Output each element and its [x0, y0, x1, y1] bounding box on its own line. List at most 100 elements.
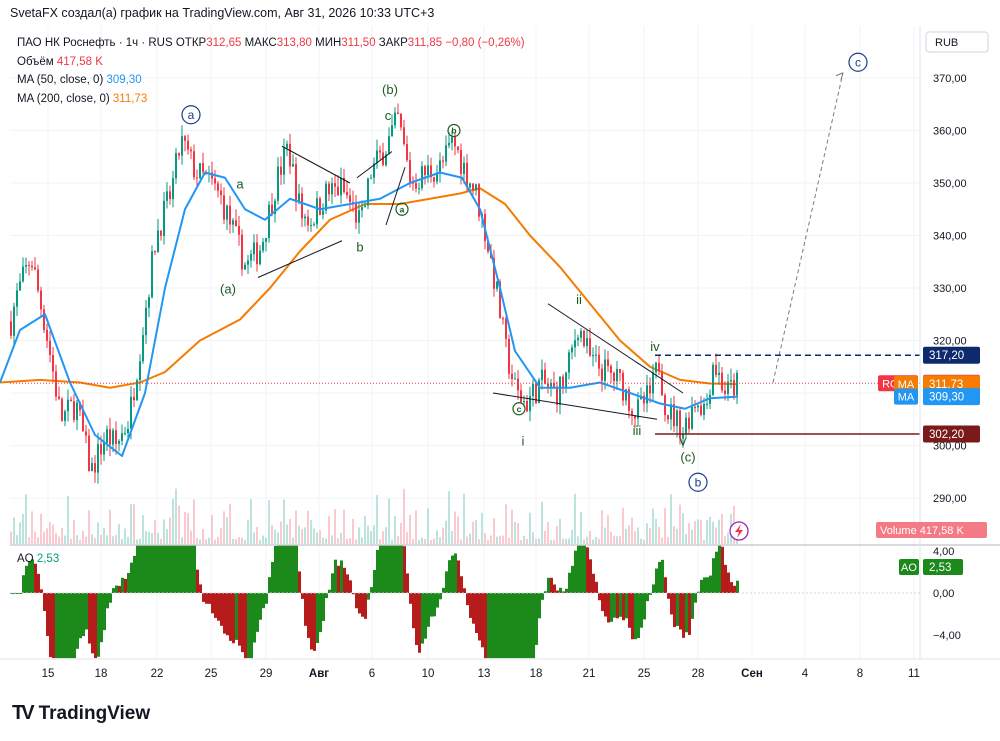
volume-bar: [259, 539, 261, 544]
ao-bar: [478, 593, 481, 641]
legend-ma50-row[interactable]: MA (50, close, 0) 309,30: [17, 71, 525, 90]
ao-bar: [643, 593, 646, 620]
volume-bar: [238, 536, 240, 544]
candle: [538, 380, 540, 404]
ao-bar: [511, 593, 514, 659]
ao-bar: [592, 573, 595, 593]
volume-bar: [28, 537, 30, 544]
volume-bar: [511, 509, 513, 544]
candle: [655, 362, 657, 373]
ao-bar: [52, 593, 55, 659]
candle: [562, 376, 564, 387]
candle: [115, 430, 117, 444]
volume-bar: [568, 538, 570, 544]
candle: [193, 151, 195, 178]
volume-bar: [685, 533, 687, 544]
candle: [196, 177, 198, 179]
volume-bar: [562, 538, 564, 544]
ao-bar: [103, 593, 106, 631]
candle: [637, 399, 639, 419]
wave-label: a: [236, 176, 244, 191]
tradingview-logo[interactable]: TV TradingView: [12, 702, 150, 725]
legend-ticker[interactable]: ПАО НК Роснефть · 1ч · RUS: [17, 37, 173, 49]
candle: [304, 216, 306, 219]
volume-bar: [373, 525, 375, 544]
volume-bar: [505, 504, 507, 544]
volume-bar: [385, 527, 387, 544]
ao-bar: [619, 593, 622, 617]
candle: [466, 162, 468, 188]
volume-bar: [136, 539, 138, 544]
candle: [622, 372, 624, 401]
ao-bar: [550, 577, 553, 593]
candle: [487, 241, 489, 252]
legend-volume-row[interactable]: Объём 417,58 K: [17, 53, 525, 72]
ao-bar: [397, 545, 400, 593]
ao-bar: [661, 559, 664, 593]
time-tick-label: 15: [42, 668, 55, 680]
ao-bar: [448, 560, 451, 593]
volume-bar: [52, 524, 54, 544]
ao-bar: [181, 545, 184, 593]
ao-bar: [256, 593, 259, 632]
candle: [31, 265, 33, 268]
ao-bar: [520, 593, 523, 659]
candle: [373, 163, 375, 178]
volume-bar: [409, 514, 411, 544]
ao-bar: [31, 559, 34, 593]
volume-bar: [361, 537, 363, 544]
candle: [97, 444, 99, 473]
ao-legend[interactable]: AO 2,53: [17, 553, 59, 565]
candle: [451, 137, 453, 143]
candle: [364, 205, 366, 208]
candle: [553, 382, 555, 387]
ao-bar: [412, 593, 415, 629]
triangle-upper: [281, 145, 351, 184]
ao-bar: [409, 593, 412, 604]
candle: [22, 266, 24, 282]
candle: [334, 183, 336, 187]
candle: [679, 410, 681, 439]
price-markers: 317,20ROSN311,8526:02MA311,73MA309,30302…: [876, 346, 987, 575]
candle: [511, 373, 513, 379]
ao-bar: [70, 593, 73, 659]
ao-bar: [160, 545, 163, 593]
volume-bar: [64, 535, 66, 544]
projection-arrow-icon: [835, 72, 844, 80]
volume-bar: [604, 527, 606, 544]
candle: [544, 369, 546, 384]
ao-bar: [352, 593, 355, 595]
ao-bar: [163, 545, 166, 593]
legend-ma200-row[interactable]: MA (200, close, 0) 311,73: [17, 90, 525, 109]
ao-bar: [670, 593, 673, 615]
volume-bar: [370, 531, 372, 544]
volume-bar: [184, 512, 186, 544]
ao-bar: [427, 593, 430, 627]
legend-low: 311,50: [341, 37, 376, 49]
ao-bar: [37, 573, 40, 593]
candle: [430, 165, 432, 178]
candle: [316, 198, 318, 225]
chart-header: SvetaFX создал(а) график на TradingView.…: [10, 6, 435, 20]
ao-bar: [625, 593, 628, 619]
ao-bar: [85, 593, 88, 630]
ao-bar: [475, 593, 478, 633]
candle: [421, 166, 423, 189]
volume-bar: [496, 536, 498, 544]
volume-bar: [400, 522, 402, 544]
candle: [496, 281, 498, 289]
volume-marker: [876, 522, 987, 538]
ao-bar: [553, 584, 556, 593]
volume-bar: [646, 523, 648, 544]
volume-bar: [145, 530, 147, 544]
ao-bar: [304, 593, 307, 626]
ao-bar: [496, 593, 499, 659]
ao-marker-box: [923, 559, 963, 575]
time-tick-label: 21: [583, 668, 596, 680]
time-tick-label: 8: [857, 668, 863, 680]
ao-bar: [415, 593, 418, 646]
candle: [502, 318, 504, 320]
ao-bar: [526, 593, 529, 659]
